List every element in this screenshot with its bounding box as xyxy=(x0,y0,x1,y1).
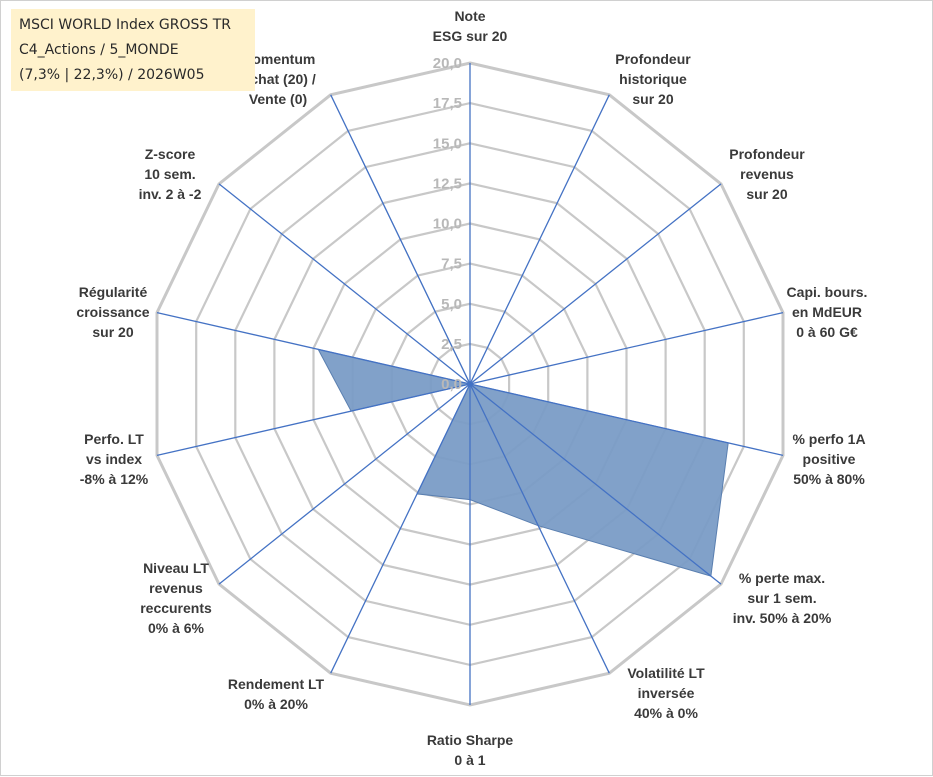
tick-label-5: 12,5 xyxy=(433,175,462,192)
spokes xyxy=(156,63,784,705)
spoke-5 xyxy=(469,383,722,585)
axis-label-9-line-3: 0% à 6% xyxy=(148,620,205,636)
chart-title-box: MSCI WORLD Index GROSS TR C4_Actions / 5… xyxy=(11,9,255,91)
axis-label-7: Ratio Sharpe 0 à 1 xyxy=(427,732,514,768)
axis-label-4-line-0: % perfo 1A xyxy=(792,431,865,447)
spoke-10 xyxy=(156,383,471,457)
spoke-8 xyxy=(330,383,471,674)
axis-label-11-line-2: sur 20 xyxy=(92,324,133,340)
spoke-12 xyxy=(218,183,471,385)
tick-label-7: 17,5 xyxy=(433,95,462,112)
axis-label-6-line-1: inversée xyxy=(638,685,695,701)
axis-label-2-line-2: sur 20 xyxy=(746,186,787,202)
axis-label-0: Note ESG sur 20 xyxy=(433,8,508,44)
axis-label-7-line-1: 0 à 1 xyxy=(454,752,485,768)
axis-label-1: Profondeur historique sur 20 xyxy=(615,51,691,107)
axis-label-9-line-0: Niveau LT xyxy=(143,560,209,576)
axis-label-8-line-0: Rendement LT xyxy=(228,676,325,692)
axis-label-12-line-0: Z-score xyxy=(145,146,196,162)
axis-label-2: Profondeur revenus sur 20 xyxy=(729,146,805,202)
axis-label-1-line-0: Profondeur xyxy=(615,51,691,67)
axis-label-5-line-2: inv. 50% à 20% xyxy=(733,610,832,626)
tick-label-4: 10,0 xyxy=(433,216,462,233)
axis-label-2-line-1: revenus xyxy=(740,166,794,182)
axis-label-11-line-0: Régularité xyxy=(79,284,148,300)
spoke-9 xyxy=(218,383,471,585)
spoke-4 xyxy=(469,383,784,457)
tick-label-6: 15,0 xyxy=(433,135,462,152)
axis-label-3-line-0: Capi. bours. xyxy=(787,284,868,300)
axis-label-3: Capi. bours. en MdEUR 0 à 60 G€ xyxy=(787,284,868,340)
axis-label-10-line-2: -8% à 12% xyxy=(80,471,149,487)
chart-title-line-3: (7,3% | 22,3%) / 2026W05 xyxy=(19,67,205,83)
axis-label-5-line-0: % perte max. xyxy=(739,570,825,586)
chart-title-line-1: MSCI WORLD Index GROSS TR xyxy=(19,17,232,33)
tick-label-2: 5,0 xyxy=(441,296,462,313)
axis-label-0-line-0: Note xyxy=(454,8,485,24)
tick-labels: 0,0 2,5 5,0 7,5 10,0 12,5 15,0 17,5 20,0 xyxy=(433,55,462,393)
axis-label-9: Niveau LT revenus reccurents 0% à 6% xyxy=(140,560,212,636)
axis-label-7-line-0: Ratio Sharpe xyxy=(427,732,514,748)
axis-label-10-line-1: vs index xyxy=(86,451,142,467)
tick-label-3: 7,5 xyxy=(441,256,462,273)
axis-label-2-line-0: Profondeur xyxy=(729,146,805,162)
axis-label-13-line-2: Vente (0) xyxy=(249,91,307,107)
axis-label-4-line-1: positive xyxy=(803,451,856,467)
axis-label-10: Perfo. LT vs index -8% à 12% xyxy=(80,431,149,487)
axis-label-5-line-1: sur 1 sem. xyxy=(747,590,816,606)
axis-label-8-line-1: 0% à 20% xyxy=(244,696,308,712)
chart-title-line-2: C4_Actions / 5_MONDE xyxy=(19,42,179,58)
axis-label-1-line-1: historique xyxy=(619,71,687,87)
spoke-11 xyxy=(156,311,471,385)
axis-label-12: Z-score 10 sem. inv. 2 à -2 xyxy=(139,146,202,202)
tick-label-1: 2,5 xyxy=(441,336,462,353)
spoke-1 xyxy=(469,94,610,385)
axis-label-12-line-2: inv. 2 à -2 xyxy=(139,186,202,202)
axis-label-13-line-1: Achat (20) / xyxy=(240,71,316,87)
axis-label-1-line-2: sur 20 xyxy=(632,91,673,107)
axis-label-10-line-0: Perfo. LT xyxy=(84,431,144,447)
axis-label-13-line-0: Momentum xyxy=(241,51,316,67)
axis-label-6-line-0: Volatilité LT xyxy=(627,665,705,681)
spoke-3 xyxy=(469,311,784,385)
spoke-2 xyxy=(469,183,722,385)
axis-label-0-line-1: ESG sur 20 xyxy=(433,28,508,44)
axis-label-6-line-2: 40% à 0% xyxy=(634,705,698,721)
tick-label-0: 0,0 xyxy=(441,376,462,393)
axis-label-11-line-1: croissance xyxy=(76,304,149,320)
axis-label-13: Momentum Achat (20) / Vente (0) xyxy=(240,51,316,107)
axis-label-9-line-1: revenus xyxy=(149,580,203,596)
spoke-6 xyxy=(469,383,610,674)
axis-label-12-line-1: 10 sem. xyxy=(144,166,195,182)
tick-label-8: 20,0 xyxy=(433,55,462,72)
axis-label-3-line-2: 0 à 60 G€ xyxy=(796,324,858,340)
spoke-13 xyxy=(330,94,471,385)
axis-label-9-line-2: reccurents xyxy=(140,600,212,616)
axis-label-11: Régularité croissance sur 20 xyxy=(76,284,149,340)
axis-label-4-line-2: 50% à 80% xyxy=(793,471,865,487)
axis-label-6: Volatilité LT inversée 40% à 0% xyxy=(627,665,705,721)
axis-label-4: % perfo 1A positive 50% à 80% xyxy=(792,431,865,487)
axis-label-3-line-1: en MdEUR xyxy=(792,304,862,320)
axis-label-8: Rendement LT 0% à 20% xyxy=(228,676,325,712)
axis-label-5: % perte max. sur 1 sem. inv. 50% à 20% xyxy=(733,570,832,626)
axis-labels: Note ESG sur 20 Profondeur historique sur 20… xyxy=(76,8,867,768)
